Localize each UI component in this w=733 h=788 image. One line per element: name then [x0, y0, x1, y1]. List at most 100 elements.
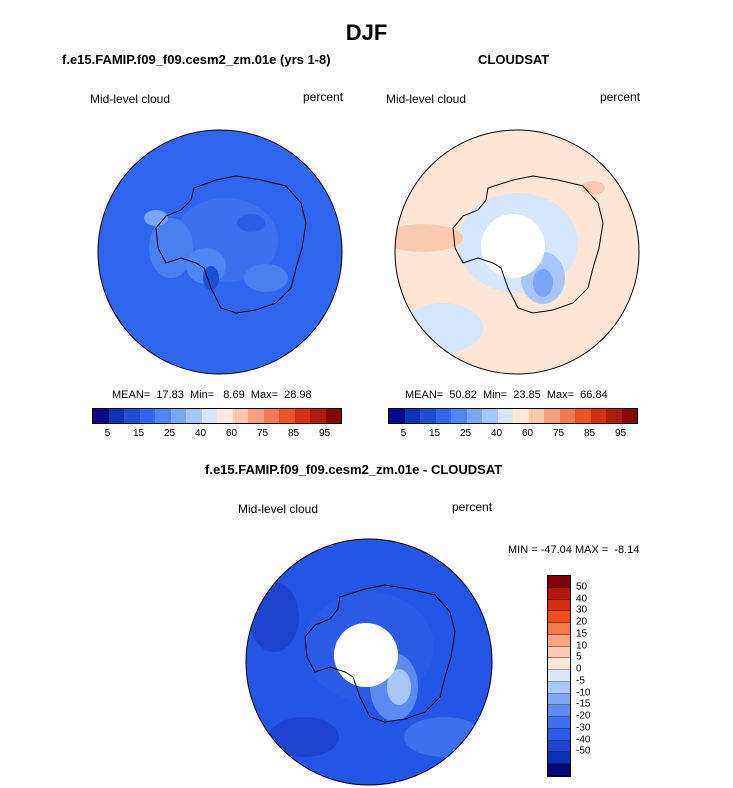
diff-stats: MIN = -47.04 MAX = -8.14 [508, 544, 640, 556]
colorbar-tick-label: 95 [318, 428, 331, 439]
colorbar-tick-label: 60 [521, 428, 534, 439]
colorbar-swatch [497, 409, 513, 423]
diff-missing-pole [334, 623, 398, 687]
colorbar-tick-label: 20 [576, 616, 588, 628]
colorbar-tick-label: 40 [490, 428, 503, 439]
colorbar-swatch [232, 409, 248, 423]
colorbar-swatch [548, 587, 570, 600]
colorbar-swatch [548, 576, 570, 588]
obs-colorbar-ticks: 5 15 25 40 60 75 85 95 [388, 428, 636, 442]
colorbar-swatch [139, 409, 155, 423]
colorbar-swatch [325, 409, 341, 423]
colorbar-swatch [548, 611, 570, 624]
colorbar-tick-label: -50 [576, 745, 591, 757]
colorbar-swatch [548, 658, 570, 671]
colorbar-swatch [528, 409, 544, 423]
obs-polar-map [394, 129, 640, 375]
colorbar-swatch [186, 409, 202, 423]
colorbar-swatch [559, 409, 575, 423]
obs-stats: MEAN= 50.82 Min= 23.85 Max= 66.84 [405, 389, 608, 401]
diff-colorbar [547, 575, 571, 777]
colorbar-swatch [170, 409, 186, 423]
colorbar-tick-label: 5 [400, 428, 407, 439]
colorbar-tick-label: 0 [576, 663, 582, 675]
colorbar-swatch [548, 752, 570, 765]
model-variable-label: Mid-level cloud [90, 92, 171, 106]
model-panel-title: f.e15.FAMIP.f09_f09.cesm2_zm.01e (yrs 1-… [62, 52, 331, 67]
colorbar-swatch [93, 409, 109, 423]
colorbar-swatch [279, 409, 295, 423]
colorbar-tick-label: 75 [552, 428, 565, 439]
colorbar-tick-label: -5 [576, 675, 585, 687]
diff-panel-title: f.e15.FAMIP.f09_f09.cesm2_zm.01e - CLOUD… [205, 462, 503, 477]
colorbar-swatch [451, 409, 467, 423]
model-units-label: percent [303, 90, 344, 104]
obs-units-label: percent [600, 90, 641, 104]
obs-variable-label: Mid-level cloud [386, 92, 467, 106]
colorbar-swatch [575, 409, 591, 423]
diff-units-label: percent [452, 500, 493, 514]
colorbar-swatch [124, 409, 140, 423]
colorbar-tick-label: 25 [163, 428, 176, 439]
diff-colorbar-ticks: 50 40 30 20 15 10 5 0 -5 -10 -15 -20 -30 -40 -50 [576, 575, 606, 775]
colorbar-swatch [294, 409, 310, 423]
colorbar-tick-label: 60 [225, 428, 238, 439]
colorbar-swatch [263, 409, 279, 423]
colorbar-swatch [217, 409, 233, 423]
colorbar-swatch [201, 409, 217, 423]
antarctica-coastline [304, 584, 456, 723]
colorbar-tick-label: 40 [576, 593, 588, 605]
colorbar-swatch [420, 409, 436, 423]
colorbar-tick-label: 85 [287, 428, 300, 439]
colorbar-swatch [404, 409, 420, 423]
colorbar-tick-label: 15 [132, 428, 145, 439]
colorbar-swatch [310, 409, 326, 423]
colorbar-swatch [548, 681, 570, 694]
colorbar-swatch [548, 693, 570, 706]
colorbar-tick-label: 30 [576, 604, 588, 616]
colorbar-tick-label: 10 [576, 640, 588, 652]
model-colorbar-ticks: 5 15 25 40 60 75 85 95 [92, 428, 340, 442]
colorbar-swatch [548, 623, 570, 635]
colorbar-tick-label: 85 [583, 428, 596, 439]
model-polar-map [97, 129, 343, 375]
colorbar-swatch [548, 646, 570, 659]
obs-missing-pole [481, 214, 545, 278]
colorbar-swatch [544, 409, 560, 423]
model-map-contours [144, 198, 288, 292]
colorbar-tick-label: 5 [576, 651, 582, 663]
model-stats: MEAN= 17.83 Min= 8.69 Max= 28.98 [112, 389, 312, 401]
colorbar-swatch [155, 409, 171, 423]
obs-colorbar [388, 408, 638, 424]
colorbar-swatch [513, 409, 529, 423]
colorbar-tick-label: 95 [614, 428, 627, 439]
colorbar-swatch [548, 670, 570, 682]
colorbar-tick-label: 15 [576, 628, 588, 640]
antarctica-coastline [155, 175, 307, 314]
colorbar-swatch [108, 409, 124, 423]
colorbar-swatch [621, 409, 637, 423]
colorbar-swatch [466, 409, 482, 423]
antarctica-coastline [452, 175, 604, 314]
figure-title: DJF [345, 20, 388, 45]
colorbar-swatch [248, 409, 264, 423]
colorbar-tick-label: 40 [194, 428, 207, 439]
colorbar-swatch [548, 764, 570, 777]
colorbar-swatch [548, 740, 570, 753]
colorbar-swatch [606, 409, 622, 423]
colorbar-tick-label: -30 [576, 722, 591, 734]
colorbar-tick-label: -40 [576, 734, 591, 746]
colorbar-tick-label: -20 [576, 710, 591, 722]
colorbar-tick-label: 75 [256, 428, 269, 439]
obs-panel-title: CLOUDSAT [478, 52, 550, 67]
colorbar-swatch [548, 728, 570, 741]
colorbar-tick-label: -10 [576, 687, 591, 699]
diff-polar-map [245, 538, 493, 786]
colorbar-tick-label: 25 [459, 428, 472, 439]
colorbar-tick-label: 15 [428, 428, 441, 439]
colorbar-swatch [590, 409, 606, 423]
colorbar-swatch [389, 409, 405, 423]
model-colorbar [92, 408, 342, 424]
diff-variable-label: Mid-level cloud [238, 502, 319, 516]
colorbar-swatch [548, 717, 570, 729]
